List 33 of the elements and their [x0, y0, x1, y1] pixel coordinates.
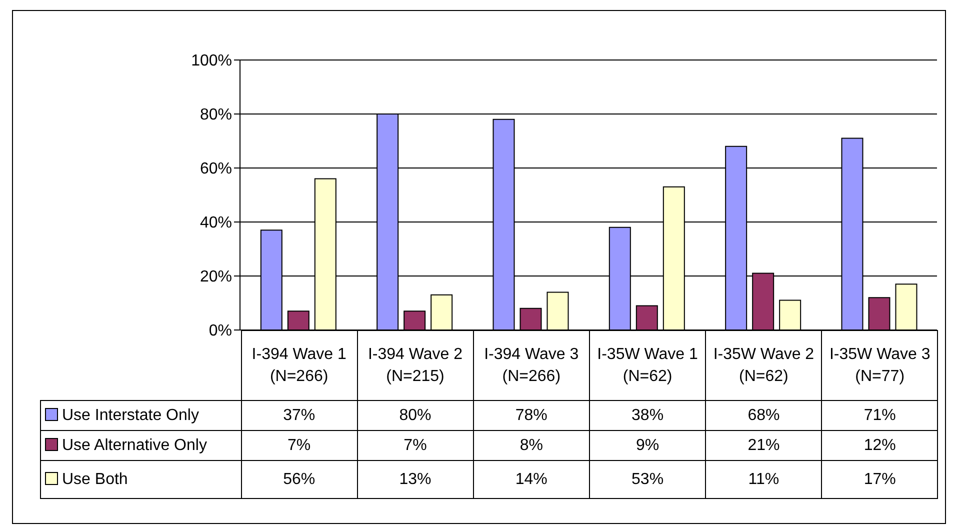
data-label: 38% [589, 400, 706, 430]
data-label: 13% [357, 460, 474, 498]
data-label: 11% [706, 460, 822, 498]
y-tick-label: 40% [200, 214, 232, 232]
y-tick-label: 60% [200, 160, 232, 178]
data-label: 78% [473, 400, 590, 430]
data-label: 9% [589, 430, 706, 460]
x-tick-label: I-394 Wave 2 (N=215) [357, 330, 474, 400]
data-label: 80% [357, 400, 474, 430]
data-label: 12% [822, 430, 938, 460]
legend-label: Use Interstate Only [40, 400, 241, 430]
data-label: 68% [706, 400, 822, 430]
x-tick-label: I-394 Wave 1 (N=266) [241, 330, 358, 400]
data-label: 8% [473, 430, 590, 460]
data-label: 56% [241, 460, 358, 498]
y-tick-label: 20% [200, 268, 232, 286]
legend-label: Use Both [40, 460, 241, 498]
data-label: 37% [241, 400, 358, 430]
legend-label: Use Alternative Only [40, 430, 241, 460]
x-tick-label: I-394 Wave 3 (N=266) [473, 330, 590, 400]
data-label: 14% [473, 460, 590, 498]
data-label: 17% [822, 460, 938, 498]
data-label: 7% [357, 430, 474, 460]
data-label: 21% [706, 430, 822, 460]
y-tick-label: 100% [191, 52, 232, 70]
data-label: 53% [589, 460, 706, 498]
y-tick-label: 0% [208, 322, 232, 340]
data-label: 71% [822, 400, 938, 430]
x-tick-label: I-35W Wave 1 (N=62) [589, 330, 706, 400]
y-tick-label: 80% [200, 106, 232, 124]
data-label: 7% [241, 430, 358, 460]
x-tick-label: I-35W Wave 3 (N=77) [822, 330, 938, 400]
x-tick-label: I-35W Wave 2 (N=62) [706, 330, 822, 400]
